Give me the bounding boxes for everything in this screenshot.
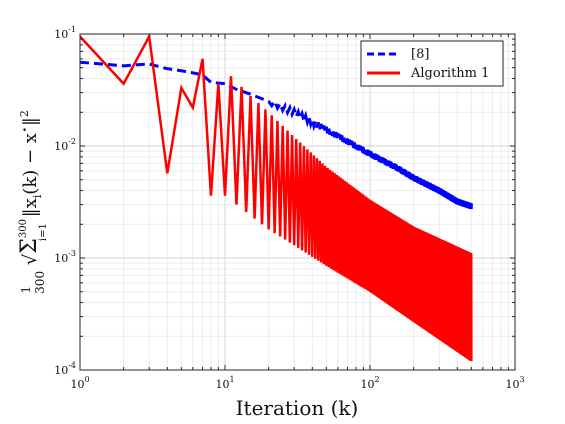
y-tick-label: 10-2 xyxy=(54,137,76,153)
series-layer xyxy=(80,34,473,362)
legend-label-series-2: Algorithm 1 xyxy=(410,66,489,81)
y-tick-label: 10-1 xyxy=(54,25,76,41)
x-tick-label: 100 xyxy=(70,375,89,391)
y-axis-label: 1300 √Σ300 i=1 ‖xi(k) − x⋆‖2 xyxy=(17,110,49,294)
series-line-8 xyxy=(80,60,473,210)
y-tick-label: 10-4 xyxy=(54,361,76,377)
tick-labels: 100 101 102 103 10-4 10-3 10-2 10-1 xyxy=(54,25,524,391)
x-tick-label: 103 xyxy=(505,375,524,391)
legend-label-series-1: [8] xyxy=(411,47,429,62)
x-tick-label: 102 xyxy=(360,375,379,391)
x-tick-label: 101 xyxy=(215,375,234,391)
plot-frame xyxy=(79,33,516,371)
x-axis-label: Iteration (k) xyxy=(236,396,359,420)
y-tick-label: 10-3 xyxy=(54,249,76,265)
series-line-algorithm-1 xyxy=(80,34,473,362)
y-axis-label-text: 1300 √Σ300 i=1 ‖xi(k) − x⋆‖2 xyxy=(17,110,49,294)
legend: [8] Algorithm 1 xyxy=(360,40,504,87)
tick-layer xyxy=(79,34,515,371)
legend-box xyxy=(360,40,504,87)
